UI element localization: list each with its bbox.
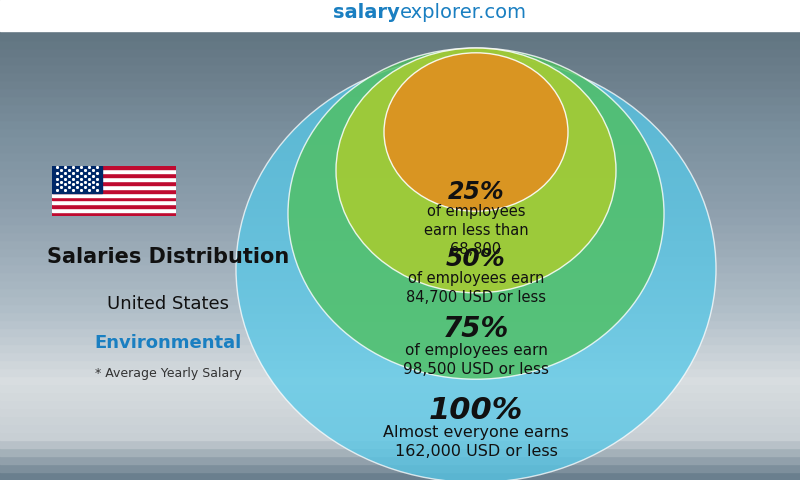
Bar	[0, 64, 800, 72]
Bar	[0, 296, 800, 304]
Bar	[0, 256, 800, 264]
Bar	[0, 104, 800, 112]
Bar	[0, 200, 800, 208]
Bar	[0, 448, 800, 456]
Bar	[0, 176, 800, 184]
Bar	[0, 72, 800, 80]
Bar	[0, 216, 800, 224]
Bar	[0, 272, 800, 280]
Bar	[0, 0, 800, 31]
Bar	[0, 16, 800, 24]
Bar	[0, 440, 800, 448]
Bar	[0, 40, 800, 48]
Bar	[0, 136, 800, 144]
Bar	[0, 328, 800, 336]
Ellipse shape	[384, 53, 568, 211]
Bar	[0, 304, 800, 312]
Bar	[0, 240, 800, 248]
Bar	[0, 208, 800, 216]
Bar	[0, 48, 800, 56]
Bar	[0, 280, 800, 288]
Bar	[0, 24, 800, 32]
Bar	[0, 152, 800, 160]
Text: United States: United States	[107, 295, 229, 313]
Bar	[0, 416, 800, 424]
Bar	[0, 320, 800, 328]
Bar	[0, 312, 800, 320]
Bar	[0, 472, 800, 480]
Bar	[0, 32, 800, 40]
Bar	[0, 184, 800, 192]
Bar	[0, 288, 800, 296]
Bar	[0, 112, 800, 120]
Text: 100%: 100%	[429, 396, 523, 425]
Bar	[0, 392, 800, 400]
Bar	[0, 408, 800, 416]
Bar	[0, 96, 800, 104]
Bar	[0, 344, 800, 352]
Text: 50%: 50%	[446, 247, 506, 271]
Bar	[0, 8, 800, 16]
Bar	[0, 120, 800, 128]
Bar	[0, 192, 800, 200]
Bar	[0, 224, 800, 232]
Text: of employees earn
84,700 USD or less: of employees earn 84,700 USD or less	[406, 271, 546, 305]
Bar	[0, 144, 800, 152]
Text: of employees
earn less than
68,800: of employees earn less than 68,800	[424, 204, 528, 257]
Bar	[0, 0, 800, 8]
Bar	[0, 248, 800, 256]
Text: 75%: 75%	[443, 315, 509, 343]
Text: Salaries Distribution: Salaries Distribution	[47, 247, 289, 267]
Text: Environmental: Environmental	[94, 334, 242, 351]
Bar	[0, 336, 800, 344]
Bar	[0, 264, 800, 272]
Bar	[0, 456, 800, 464]
Bar	[0, 432, 800, 440]
Bar	[0, 376, 800, 384]
Bar	[0, 232, 800, 240]
Text: Almost everyone earns
162,000 USD or less: Almost everyone earns 162,000 USD or les…	[383, 425, 569, 459]
Bar	[0, 128, 800, 136]
Ellipse shape	[336, 48, 616, 293]
Bar	[0, 80, 800, 88]
Bar	[0, 464, 800, 472]
Bar	[0, 400, 800, 408]
Ellipse shape	[236, 55, 716, 480]
Text: salary: salary	[334, 2, 400, 22]
Bar	[0, 384, 800, 392]
Bar	[0, 368, 800, 376]
Bar	[0, 360, 800, 368]
Bar	[0, 168, 800, 176]
Bar	[0, 160, 800, 168]
Text: 25%: 25%	[448, 180, 504, 204]
Ellipse shape	[288, 48, 664, 379]
Bar	[0, 56, 800, 64]
Bar	[0, 88, 800, 96]
Text: of employees earn
98,500 USD or less: of employees earn 98,500 USD or less	[403, 343, 549, 377]
Text: * Average Yearly Salary: * Average Yearly Salary	[94, 367, 242, 380]
Bar	[0, 424, 800, 432]
Bar	[0, 352, 800, 360]
Text: explorer.com: explorer.com	[400, 2, 527, 22]
